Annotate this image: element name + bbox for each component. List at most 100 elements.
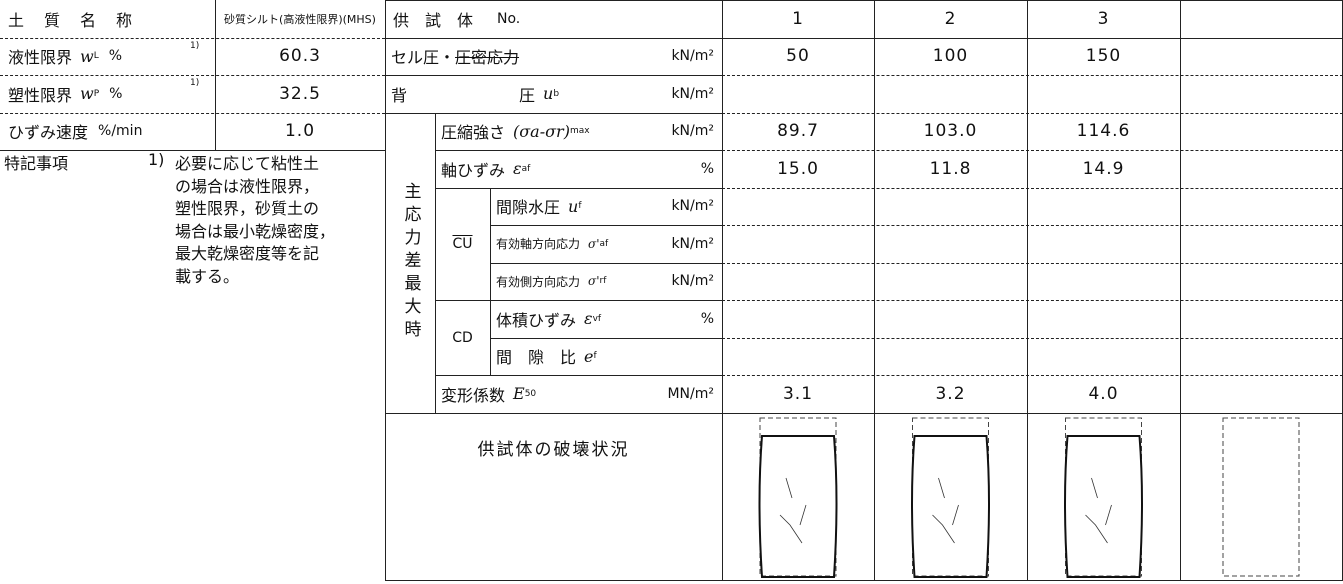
- value-cell: 103.0: [874, 113, 1027, 151]
- unit: kN/m²: [671, 48, 714, 65]
- row-label: 圧縮強さ (σa-σr) max kN/m²: [435, 113, 722, 151]
- subscript: af: [521, 163, 531, 174]
- h-line: [435, 187, 722, 189]
- cd-text: CD: [452, 329, 473, 346]
- subscript: b: [553, 88, 560, 99]
- unit: MN/m²: [667, 385, 714, 402]
- h-line: [435, 375, 722, 376]
- sketch: [1085, 477, 1112, 544]
- property-label: 塑性限界 w P 1)%: [0, 75, 215, 113]
- value: 32.5: [279, 83, 321, 104]
- value: 15.0: [777, 158, 819, 179]
- value-cell: 14.9: [1027, 150, 1180, 188]
- h-line: [385, 580, 1343, 581]
- row-label: 背 圧 u b kN/m²: [385, 75, 722, 113]
- remarks-line: 最大乾燥密度等を記: [175, 244, 320, 263]
- value: 50: [786, 46, 810, 67]
- specimen-no: 3: [1027, 0, 1180, 38]
- remarks-line: の場合は液性限界，: [175, 176, 320, 196]
- cu-text: CU: [452, 235, 473, 252]
- value-cell: 15.0: [722, 150, 874, 188]
- row-label: 軸ひずみ ε af%: [435, 150, 722, 188]
- sketch: [1222, 417, 1300, 577]
- value: 3.2: [935, 383, 966, 404]
- symbol: ε: [513, 159, 522, 179]
- symbol: u: [543, 84, 554, 104]
- h-line: [385, 37, 722, 39]
- value: 103.0: [923, 121, 978, 142]
- value: 2: [944, 8, 957, 29]
- h-line: [722, 75, 1343, 76]
- cd-label: CD: [435, 300, 490, 375]
- h-line: [385, 0, 1343, 1]
- remarks-line: 載する。: [175, 266, 240, 286]
- value: 60.3: [279, 46, 321, 67]
- h-line: [435, 300, 722, 301]
- h-line: [435, 150, 722, 151]
- value: 100: [932, 46, 969, 67]
- property-value: 60.3: [215, 38, 385, 76]
- value-cell: 100: [874, 38, 1027, 76]
- remarks-line: 必要に応じて粘性土: [175, 154, 320, 173]
- h-line: [722, 412, 1343, 414]
- unit: kN/m²: [671, 235, 714, 252]
- label: 間隙水圧: [496, 198, 561, 218]
- v-line: [1027, 0, 1028, 580]
- subscript: P: [93, 88, 100, 99]
- label: 液性限界: [8, 48, 73, 68]
- label: 土 質 名 称: [8, 10, 135, 30]
- sketch: [912, 417, 989, 577]
- label: ひずみ速度: [8, 123, 89, 143]
- label: 軸ひずみ: [441, 160, 506, 180]
- h-line: [385, 75, 722, 76]
- value-cell: 114.6: [1027, 113, 1180, 151]
- value: 砂質シルト(高液性限界)(MHS): [224, 12, 376, 26]
- subscript: f: [593, 351, 597, 362]
- row-label: セル圧・ 圧密応力 kN/m²: [385, 38, 722, 76]
- v-line: [874, 0, 875, 580]
- soil-name-label: 土 質 名 称: [0, 0, 215, 38]
- value: 1: [792, 8, 804, 29]
- value-cell: 89.7: [722, 113, 874, 151]
- label: 間 隙 比: [496, 348, 577, 368]
- subscript: max: [569, 126, 590, 137]
- note: 1): [190, 40, 200, 51]
- sketch: [932, 477, 959, 544]
- v-line: [435, 112, 436, 413]
- h-line: [0, 75, 385, 76]
- unit: %/min: [98, 123, 143, 140]
- remarks-line: 塑性限界，砂質土の: [175, 199, 320, 218]
- sketch: [759, 417, 837, 577]
- group-text: 主応力差最大時: [400, 182, 421, 343]
- remarks-line: 場合は最小乾燥密度，: [175, 221, 336, 241]
- value: 114.6: [1076, 121, 1131, 142]
- symbol: σ': [588, 274, 600, 289]
- row-label: 間隙水圧 u f kN/m²: [490, 188, 722, 226]
- value: 11.8: [929, 158, 972, 179]
- subscript: rf: [599, 276, 607, 287]
- soil-name-value: 砂質シルト(高液性限界)(MHS): [215, 0, 385, 38]
- property-label: ひずみ速度 %/min: [0, 113, 215, 151]
- property-label: 液性限界 w L 1)%: [0, 38, 215, 76]
- label: セル圧・: [391, 48, 456, 68]
- label: 供 試 体: [393, 10, 474, 30]
- h-line: [490, 337, 722, 339]
- failure-text: 供試体の破壊状況: [477, 440, 630, 460]
- remarks-note: 1): [148, 150, 165, 169]
- label: 圧縮強さ: [441, 123, 506, 143]
- h-line: [722, 112, 1343, 114]
- row-label: 体積ひずみ ε vf%: [490, 300, 722, 338]
- h-line: [722, 37, 1343, 39]
- v-line: [490, 187, 491, 375]
- label: 体積ひずみ: [496, 310, 577, 330]
- row-label: 変形係数 E 50 MN/m²: [435, 375, 722, 413]
- group-label: 主応力差最大時: [385, 113, 435, 413]
- unit: %: [109, 85, 123, 102]
- label: 変形係数: [441, 385, 506, 405]
- symbol: u: [568, 196, 579, 216]
- value-cell: 3.1: [722, 375, 874, 413]
- h-line: [0, 37, 385, 39]
- value-cell: 4.0: [1027, 375, 1180, 413]
